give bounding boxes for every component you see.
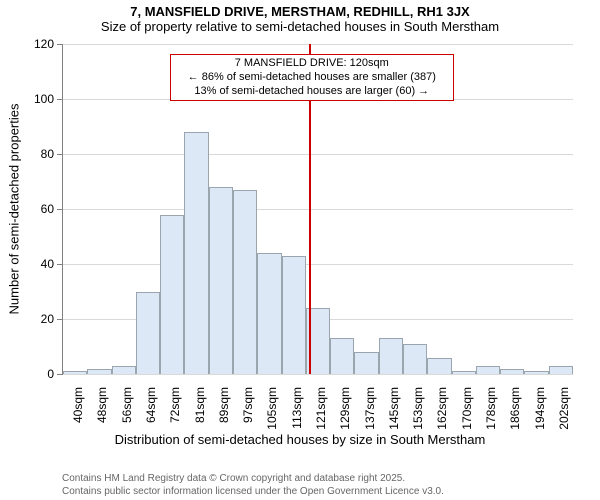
histogram-bar [476, 366, 500, 374]
ytick-label: 0 [0, 367, 54, 381]
xtick-label: 97sqm [241, 387, 255, 423]
histogram-bar [354, 352, 378, 374]
ytick-mark [57, 374, 62, 375]
gridline [63, 264, 573, 265]
plot-area: 7 MANSFIELD DRIVE: 120sqm← 86% of semi-d… [62, 44, 573, 375]
histogram-bar [403, 344, 427, 374]
ytick-label: 20 [0, 312, 54, 326]
histogram-bar [379, 338, 403, 374]
ytick-label: 80 [0, 147, 54, 161]
xtick-label: 72sqm [168, 387, 182, 423]
ytick-mark [57, 264, 62, 265]
xtick-label: 129sqm [338, 387, 352, 430]
xtick-label: 186sqm [508, 387, 522, 430]
gridline [63, 154, 573, 155]
xtick-label: 40sqm [71, 387, 85, 423]
histogram-bar [500, 369, 524, 375]
histogram-bar [136, 292, 160, 375]
histogram-bar [233, 190, 257, 374]
histogram-bar [452, 371, 476, 374]
xtick-label: 162sqm [435, 387, 449, 430]
histogram-bar [282, 256, 306, 374]
xtick-label: 81sqm [193, 387, 207, 423]
ytick-label: 40 [0, 257, 54, 271]
histogram-bar [112, 366, 136, 374]
annotation-line: ← 86% of semi-detached houses are smalle… [173, 71, 451, 85]
histogram-bar [184, 132, 208, 374]
xtick-label: 64sqm [144, 387, 158, 423]
ytick-mark [57, 154, 62, 155]
histogram-bar [63, 371, 87, 374]
chart-footnote: Contains HM Land Registry data © Crown c… [62, 473, 444, 498]
xtick-label: 153sqm [411, 387, 425, 430]
xtick-label: 121sqm [314, 387, 328, 430]
annotation-line: 13% of semi-detached houses are larger (… [173, 85, 451, 99]
chart-container: 7, MANSFIELD DRIVE, MERSTHAM, REDHILL, R… [0, 0, 600, 500]
histogram-bar [87, 369, 111, 375]
gridline [63, 44, 573, 45]
histogram-bar [330, 338, 354, 374]
ytick-mark [57, 209, 62, 210]
xtick-label: 145sqm [387, 387, 401, 430]
histogram-bar [209, 187, 233, 374]
histogram-bar [524, 371, 548, 374]
xtick-label: 178sqm [484, 387, 498, 430]
ytick-label: 120 [0, 37, 54, 51]
histogram-bar [549, 366, 573, 374]
xtick-label: 194sqm [533, 387, 547, 430]
gridline [63, 374, 573, 375]
ytick-mark [57, 319, 62, 320]
histogram-bar [427, 358, 451, 375]
footnote-line2: Contains public sector information licen… [62, 486, 444, 499]
gridline [63, 209, 573, 210]
footnote-line1: Contains HM Land Registry data © Crown c… [62, 473, 444, 486]
xtick-label: 105sqm [265, 387, 279, 430]
xtick-label: 113sqm [290, 387, 304, 429]
xtick-label: 89sqm [217, 387, 231, 423]
histogram-bar [257, 253, 281, 374]
xtick-label: 48sqm [95, 387, 109, 423]
ytick-label: 100 [0, 92, 54, 106]
annotation-line: 7 MANSFIELD DRIVE: 120sqm [173, 57, 451, 71]
chart-title-sub: Size of property relative to semi-detach… [0, 19, 600, 34]
x-axis-label: Distribution of semi-detached houses by … [0, 432, 600, 447]
ytick-mark [57, 44, 62, 45]
histogram-bar [160, 215, 184, 375]
xtick-label: 56sqm [120, 387, 134, 423]
chart-title-main: 7, MANSFIELD DRIVE, MERSTHAM, REDHILL, R… [0, 0, 600, 19]
ytick-label: 60 [0, 202, 54, 216]
xtick-label: 137sqm [363, 387, 377, 430]
ytick-mark [57, 99, 62, 100]
xtick-label: 202sqm [557, 387, 571, 430]
xtick-label: 170sqm [460, 387, 474, 430]
annotation-box: 7 MANSFIELD DRIVE: 120sqm← 86% of semi-d… [170, 54, 454, 101]
